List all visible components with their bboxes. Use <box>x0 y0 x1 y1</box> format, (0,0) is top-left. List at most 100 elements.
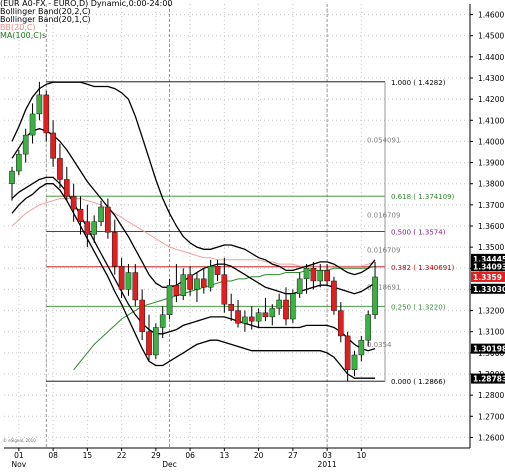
price-tick-label: 1.3100 <box>478 328 504 337</box>
candle-body <box>57 158 63 180</box>
fib-level-label: 0.500 ( 1.3574) <box>391 228 446 236</box>
month-label: Nov <box>12 460 27 468</box>
price-tick-label: 1.4100 <box>478 116 504 125</box>
candle-body <box>255 312 262 322</box>
candle-body <box>317 270 324 282</box>
bb-inner-upper-line <box>11 128 376 295</box>
price-tick-label: 1.2600 <box>478 433 504 442</box>
candle-body <box>276 299 282 309</box>
candle-body <box>338 310 344 337</box>
candle-body <box>283 299 289 320</box>
price-tick-label: 1.2800 <box>478 391 504 400</box>
candle-body <box>111 232 118 267</box>
legend-bb-mid: Bollinger Band(20,1,C) <box>0 15 91 24</box>
legend-title: (EUR A0-FX - EURO,D) Dynamic,0:00-24:00 <box>0 0 173 8</box>
fibonacci-retracement: 1.000 ( 1.4282) 0.618 ( 1.374109) 0.500 ( … <box>45 79 455 386</box>
candle-body <box>180 274 187 296</box>
bb-lower-line <box>11 183 375 379</box>
candle-body <box>70 196 77 210</box>
candle-body <box>290 293 296 320</box>
bollinger-bands <box>11 81 376 379</box>
price-tag-label: 1.33030 <box>473 285 505 294</box>
price-tick-label: 1.3800 <box>478 180 504 189</box>
price-tick-label: 1.4300 <box>478 74 504 83</box>
candle-body <box>242 316 248 324</box>
date-tick-label: 03 <box>322 451 332 460</box>
price-tick-label: 1.4200 <box>478 95 504 104</box>
candle-body <box>36 94 43 115</box>
price-tag-label: 1.28783 <box>473 375 505 384</box>
date-tick-label: 01 <box>14 451 24 460</box>
legend-bb-upper: Bollinger Band(20,2,C) <box>0 7 91 16</box>
fib-level-label: 0.000 ( 1.2866) <box>391 378 446 386</box>
bb-middle-line <box>11 198 376 267</box>
price-tick-label: 1.4000 <box>478 137 504 146</box>
month-label: Dec <box>162 460 177 468</box>
fib-level-label: 0.250 ( 1.3220) <box>391 303 446 311</box>
price-tag <box>471 373 505 384</box>
candle-body <box>125 272 132 290</box>
date-tick-label: 29 <box>151 451 161 460</box>
candle-body <box>22 134 29 155</box>
candle-body <box>77 208 84 222</box>
candle-body <box>221 274 228 305</box>
fib-diff-label: 0.0354 <box>367 341 392 349</box>
fib-level-label: 1.000 ( 1.4282) <box>391 79 446 87</box>
price-tag <box>471 283 505 294</box>
price-tag <box>471 253 505 264</box>
price-tick-label: 1.3600 <box>478 222 504 231</box>
fib-diff-label: 0.018691 <box>367 284 400 292</box>
candle-body <box>194 278 200 290</box>
candle-body <box>187 274 193 290</box>
candle-body <box>9 170 15 184</box>
price-tag-label: 1.34445 <box>473 255 505 264</box>
bb-inner-lower-line <box>11 176 376 352</box>
date-tick-label: 20 <box>254 451 264 460</box>
candle-body <box>365 314 372 341</box>
candle-body <box>29 113 36 136</box>
date-tick-label: 15 <box>83 451 93 460</box>
price-tick-label: 1.2700 <box>478 412 504 421</box>
candle-body <box>296 278 303 294</box>
fib-diff-label: 0.054091 <box>367 136 400 144</box>
candle-body <box>166 285 173 316</box>
chart-legend: (EUR A0-FX - EURO,D) Dynamic,0:00-24:00 … <box>0 0 173 40</box>
candle-body <box>153 327 159 356</box>
candle-body <box>43 94 50 134</box>
date-tick-label: 10 <box>357 451 367 460</box>
candle-body <box>207 265 214 288</box>
candle-body <box>372 276 378 315</box>
candlesticks <box>9 81 378 382</box>
candle-body <box>159 314 166 328</box>
date-tick-label: 06 <box>185 451 195 460</box>
price-tag-label: 1.3359 <box>473 273 502 282</box>
fib-level-label: 0.618 ( 1.374109) <box>391 193 455 201</box>
date-tick-label: 27 <box>288 451 298 460</box>
candle-body <box>139 299 145 332</box>
candle-body <box>200 278 207 288</box>
candle-body <box>262 312 269 318</box>
month-label: 2011 <box>318 460 337 468</box>
candle-body <box>228 304 235 311</box>
candle-body <box>84 221 91 235</box>
candle-body <box>358 339 365 356</box>
candle-body <box>214 265 221 275</box>
candle-body <box>146 331 152 356</box>
date-tick-label: 13 <box>220 451 230 460</box>
price-tick-label: 1.3900 <box>478 159 504 168</box>
price-tag <box>471 271 505 282</box>
candle-body <box>63 179 70 197</box>
candle-body <box>235 310 241 324</box>
fib-diff-label: 0.016709 <box>367 246 400 254</box>
candle-body <box>173 285 180 296</box>
price-tag-label: 1.30198 <box>473 345 505 354</box>
date-axis: 01 08 15 22 29 06 13 20 27 03 10 Nov Dec 2011 <box>4 447 470 469</box>
grid <box>4 4 470 448</box>
candle-body <box>105 206 111 233</box>
candle-body <box>132 272 139 301</box>
candle-body <box>303 268 310 280</box>
price-tag-label: 1.34093 <box>473 262 505 271</box>
